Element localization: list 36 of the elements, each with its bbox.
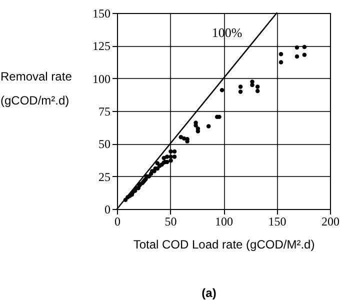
text: (a)	[202, 286, 216, 300]
point	[220, 88, 224, 92]
y-tick-label: 150	[92, 6, 110, 20]
y-tick-label: 25	[98, 170, 110, 184]
point	[302, 44, 307, 50]
y-tick-label: 50	[98, 137, 110, 152]
x-tick-label: 50	[164, 214, 177, 228]
point	[168, 158, 173, 163]
y-tick-label: 100	[92, 72, 110, 86]
point	[155, 161, 160, 166]
point	[168, 149, 173, 154]
point	[278, 60, 284, 64]
point	[172, 149, 177, 154]
point	[294, 54, 300, 59]
point	[294, 45, 300, 50]
point	[278, 52, 284, 56]
y-tick-label: 75	[98, 104, 110, 118]
point	[302, 52, 307, 57]
y-axis-title: Removal rate (gCOD/m².d)	[0, 70, 72, 108]
y-tick-label: 125	[92, 39, 110, 54]
x-tick-label: 150	[268, 214, 286, 228]
point	[238, 90, 243, 94]
x-tick-label: 0	[114, 214, 120, 228]
x-tick-label: 100	[215, 214, 233, 228]
point	[206, 124, 211, 128]
point	[255, 84, 260, 89]
y-tick-label: 0	[104, 202, 110, 216]
point	[196, 129, 200, 134]
x-axis-title: Total COD Load rate (gCOD/M².d)	[133, 238, 315, 252]
x-tick-label: 200	[322, 214, 340, 228]
point	[250, 82, 254, 88]
point	[238, 84, 243, 89]
point	[164, 154, 170, 159]
point	[172, 154, 177, 159]
point	[255, 88, 260, 94]
point	[168, 154, 173, 159]
